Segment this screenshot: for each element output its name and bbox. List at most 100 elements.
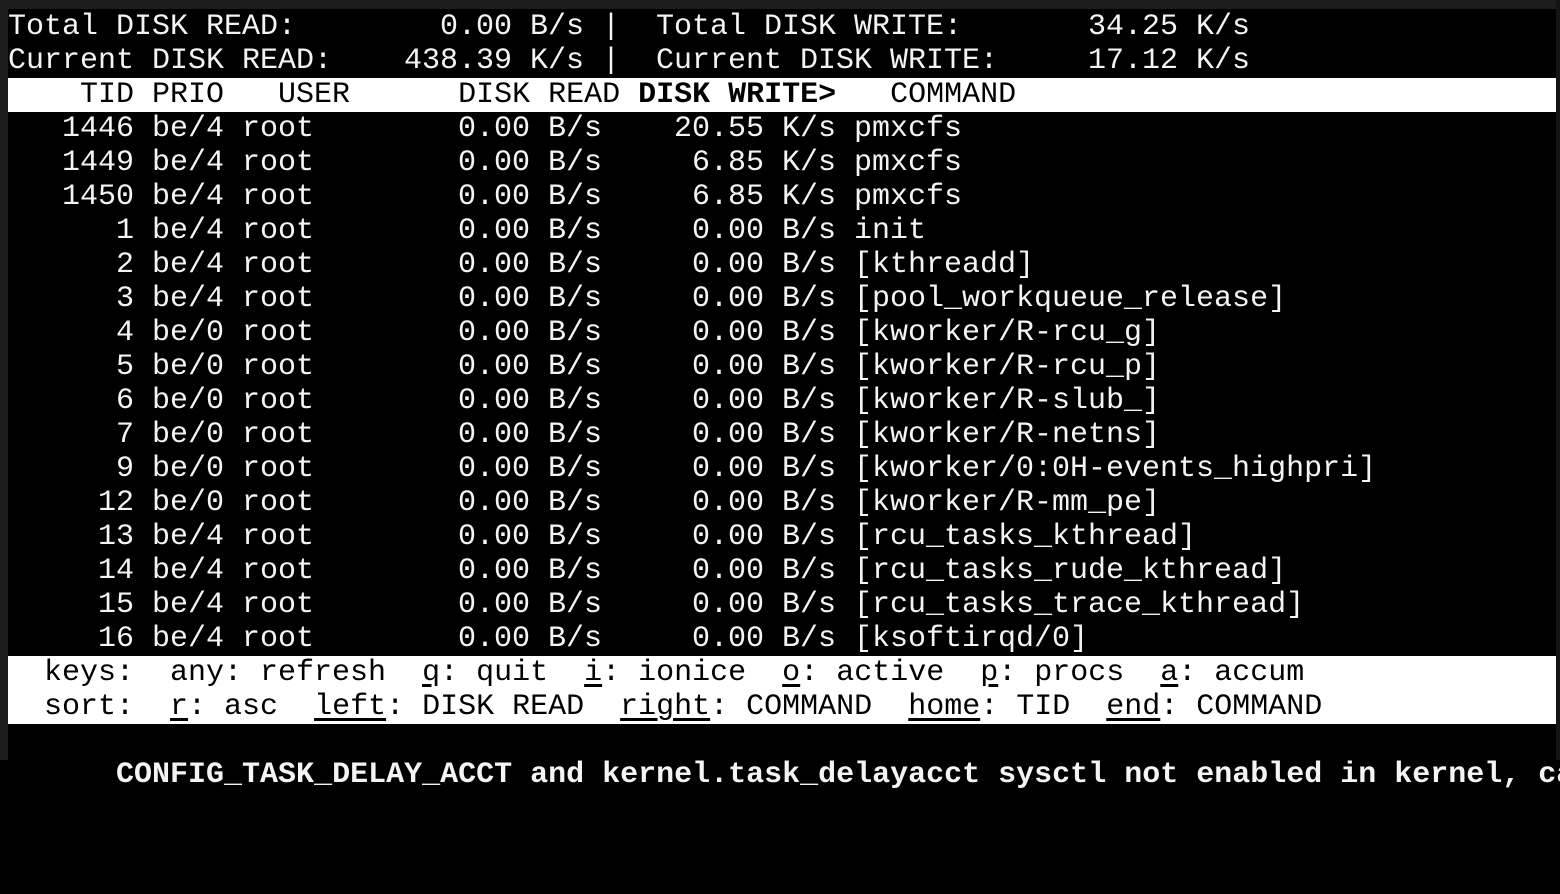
user-cell: root bbox=[242, 588, 315, 622]
iotop-terminal[interactable]: Total DISK READ: 0.00 B/s | 34.25 K/s To… bbox=[0, 0, 1560, 792]
prio-cell: be/4 bbox=[152, 248, 225, 282]
process-row: 13 be/4 root 0.00 B/s 0.00 B/s [rcu_task… bbox=[8, 520, 1556, 554]
footer-text: : asc bbox=[188, 690, 315, 724]
tid-cell: 12 bbox=[97, 486, 134, 520]
footer-text: : COMMAND bbox=[710, 690, 909, 724]
disk-read-cell: 0.00 B/s bbox=[457, 248, 602, 282]
command-cell: init bbox=[854, 214, 927, 248]
disk-write-cell: 0.00 B/s bbox=[691, 350, 836, 384]
window-frame-left bbox=[0, 0, 8, 760]
footer-text: : procs bbox=[998, 656, 1161, 690]
hotkey: right bbox=[620, 690, 711, 724]
tid-cell: 2 bbox=[115, 248, 134, 282]
tid-cell: 1450 bbox=[61, 180, 134, 214]
footer-text: : accum bbox=[1178, 656, 1305, 690]
hotkey: q bbox=[422, 656, 441, 690]
total-disk-write-label: Total DISK WRITE: bbox=[656, 10, 963, 44]
disk-write-cell: 6.85 K/s bbox=[691, 146, 836, 180]
tid-cell: 16 bbox=[97, 622, 134, 656]
disk-write-cell: 0.00 B/s bbox=[691, 622, 836, 656]
disk-write-cell: 0.00 B/s bbox=[691, 588, 836, 622]
disk-write-cell: 6.85 K/s bbox=[691, 180, 836, 214]
process-row: 14 be/4 root 0.00 B/s 0.00 B/s [rcu_task… bbox=[8, 554, 1556, 588]
footer-text: keys: any: refresh bbox=[8, 656, 423, 690]
disk-read-cell: 0.00 B/s bbox=[457, 418, 602, 452]
command-cell: [pool_workqueue_release] bbox=[854, 282, 1287, 316]
prio-cell: be/4 bbox=[152, 112, 225, 146]
command-cell: [kworker/R-slub_] bbox=[854, 384, 1161, 418]
tid-cell: 1 bbox=[115, 214, 134, 248]
command-cell: [rcu_tasks_kthread] bbox=[854, 520, 1197, 554]
prio-cell: be/0 bbox=[152, 418, 225, 452]
user-cell: root bbox=[242, 248, 315, 282]
command-cell: [kworker/0:0H-events_highpri] bbox=[854, 452, 1377, 486]
hotkey: o bbox=[782, 656, 801, 690]
tid-cell: 7 bbox=[115, 418, 134, 452]
tid-cell: 9 bbox=[115, 452, 134, 486]
process-row: 7 be/0 root 0.00 B/s 0.00 B/s [kworker/R… bbox=[8, 418, 1556, 452]
disk-write-cell: 0.00 B/s bbox=[691, 452, 836, 486]
disk-write-cell: 0.00 B/s bbox=[691, 214, 836, 248]
hotkey: r bbox=[170, 690, 189, 724]
tid-cell: 13 bbox=[97, 520, 134, 554]
disk-write-cell: 0.00 B/s bbox=[691, 418, 836, 452]
footer-sort-line: sort: r: asc left: DISK READ right: COMM… bbox=[8, 690, 1556, 724]
command-cell: [kthreadd] bbox=[854, 248, 1035, 282]
disk-read-cell: 0.00 B/s bbox=[457, 214, 602, 248]
disk-write-cell: 20.55 K/s bbox=[673, 112, 836, 146]
process-row: 2 be/4 root 0.00 B/s 0.00 B/s [kthreadd] bbox=[8, 248, 1556, 282]
user-cell: root bbox=[242, 112, 315, 146]
user-cell: root bbox=[242, 180, 315, 214]
command-cell: [kworker/R-rcu_p] bbox=[854, 350, 1161, 384]
user-cell: root bbox=[242, 622, 315, 656]
current-disk-write-label: Current DISK WRITE: bbox=[656, 44, 999, 78]
status-line: CONFIG_TASK_DELAY_ACCT and kernel.task_d… bbox=[8, 724, 1560, 792]
disk-read-cell: 0.00 B/s bbox=[457, 452, 602, 486]
disk-write-cell: 0.00 B/s bbox=[691, 282, 836, 316]
hotkey: i bbox=[584, 656, 603, 690]
prio-cell: be/4 bbox=[152, 282, 225, 316]
footer-keys-line: keys: any: refresh q: quit i: ionice o: … bbox=[8, 656, 1556, 690]
disk-write-cell: 0.00 B/s bbox=[691, 248, 836, 282]
prio-cell: be/0 bbox=[152, 316, 225, 350]
tid-cell: 4 bbox=[115, 316, 134, 350]
disk-write-cell: 0.00 B/s bbox=[691, 384, 836, 418]
hotkey: a bbox=[1160, 656, 1179, 690]
disk-read-cell: 0.00 B/s bbox=[457, 486, 602, 520]
total-disk-write-value: 34.25 K/s bbox=[1087, 10, 1250, 44]
tid-cell: 5 bbox=[115, 350, 134, 384]
process-rows: 1446 be/4 root 0.00 B/s 20.55 K/s pmxcfs… bbox=[8, 112, 1556, 656]
disk-read-cell: 0.00 B/s bbox=[457, 316, 602, 350]
disk-read-cell: 0.00 B/s bbox=[457, 146, 602, 180]
process-row: 3 be/4 root 0.00 B/s 0.00 B/s [pool_work… bbox=[8, 282, 1556, 316]
user-cell: root bbox=[242, 316, 315, 350]
tid-cell: 1446 bbox=[61, 112, 134, 146]
command-cell: pmxcfs bbox=[854, 112, 963, 146]
user-cell: root bbox=[242, 520, 315, 554]
tid-cell: 3 bbox=[115, 282, 134, 316]
prio-cell: be/0 bbox=[152, 452, 225, 486]
user-cell: root bbox=[242, 350, 315, 384]
process-row: 4 be/0 root 0.00 B/s 0.00 B/s [kworker/R… bbox=[8, 316, 1556, 350]
process-row: 9 be/0 root 0.00 B/s 0.00 B/s [kworker/0… bbox=[8, 452, 1556, 486]
total-disk-read-label: Total DISK READ: bbox=[8, 10, 297, 44]
footer-text: : TID bbox=[980, 690, 1107, 724]
current-disk-read-value: 438.39 K/s bbox=[403, 44, 584, 78]
disk-write-cell: 0.00 B/s bbox=[691, 486, 836, 520]
table-header-right: COMMAND bbox=[836, 78, 1017, 112]
process-row: 6 be/0 root 0.00 B/s 0.00 B/s [kworker/R… bbox=[8, 384, 1556, 418]
process-row: 12 be/0 root 0.00 B/s 0.00 B/s [kworker/… bbox=[8, 486, 1556, 520]
prio-cell: be/4 bbox=[152, 588, 225, 622]
total-disk-read-value: 0.00 B/s bbox=[439, 10, 584, 44]
process-row: 1 be/4 root 0.00 B/s 0.00 B/s init bbox=[8, 214, 1556, 248]
footer-text: : quit bbox=[440, 656, 585, 690]
disk-read-cell: 0.00 B/s bbox=[457, 384, 602, 418]
window-frame-top bbox=[0, 0, 1560, 9]
prio-cell: be/4 bbox=[152, 180, 225, 214]
footer-text: : DISK READ bbox=[386, 690, 621, 724]
user-cell: root bbox=[242, 486, 315, 520]
prio-cell: be/0 bbox=[152, 384, 225, 418]
command-cell: [ksoftirqd/0] bbox=[854, 622, 1089, 656]
user-cell: root bbox=[242, 214, 315, 248]
sort-column-disk-write: DISK WRITE> bbox=[638, 78, 837, 112]
